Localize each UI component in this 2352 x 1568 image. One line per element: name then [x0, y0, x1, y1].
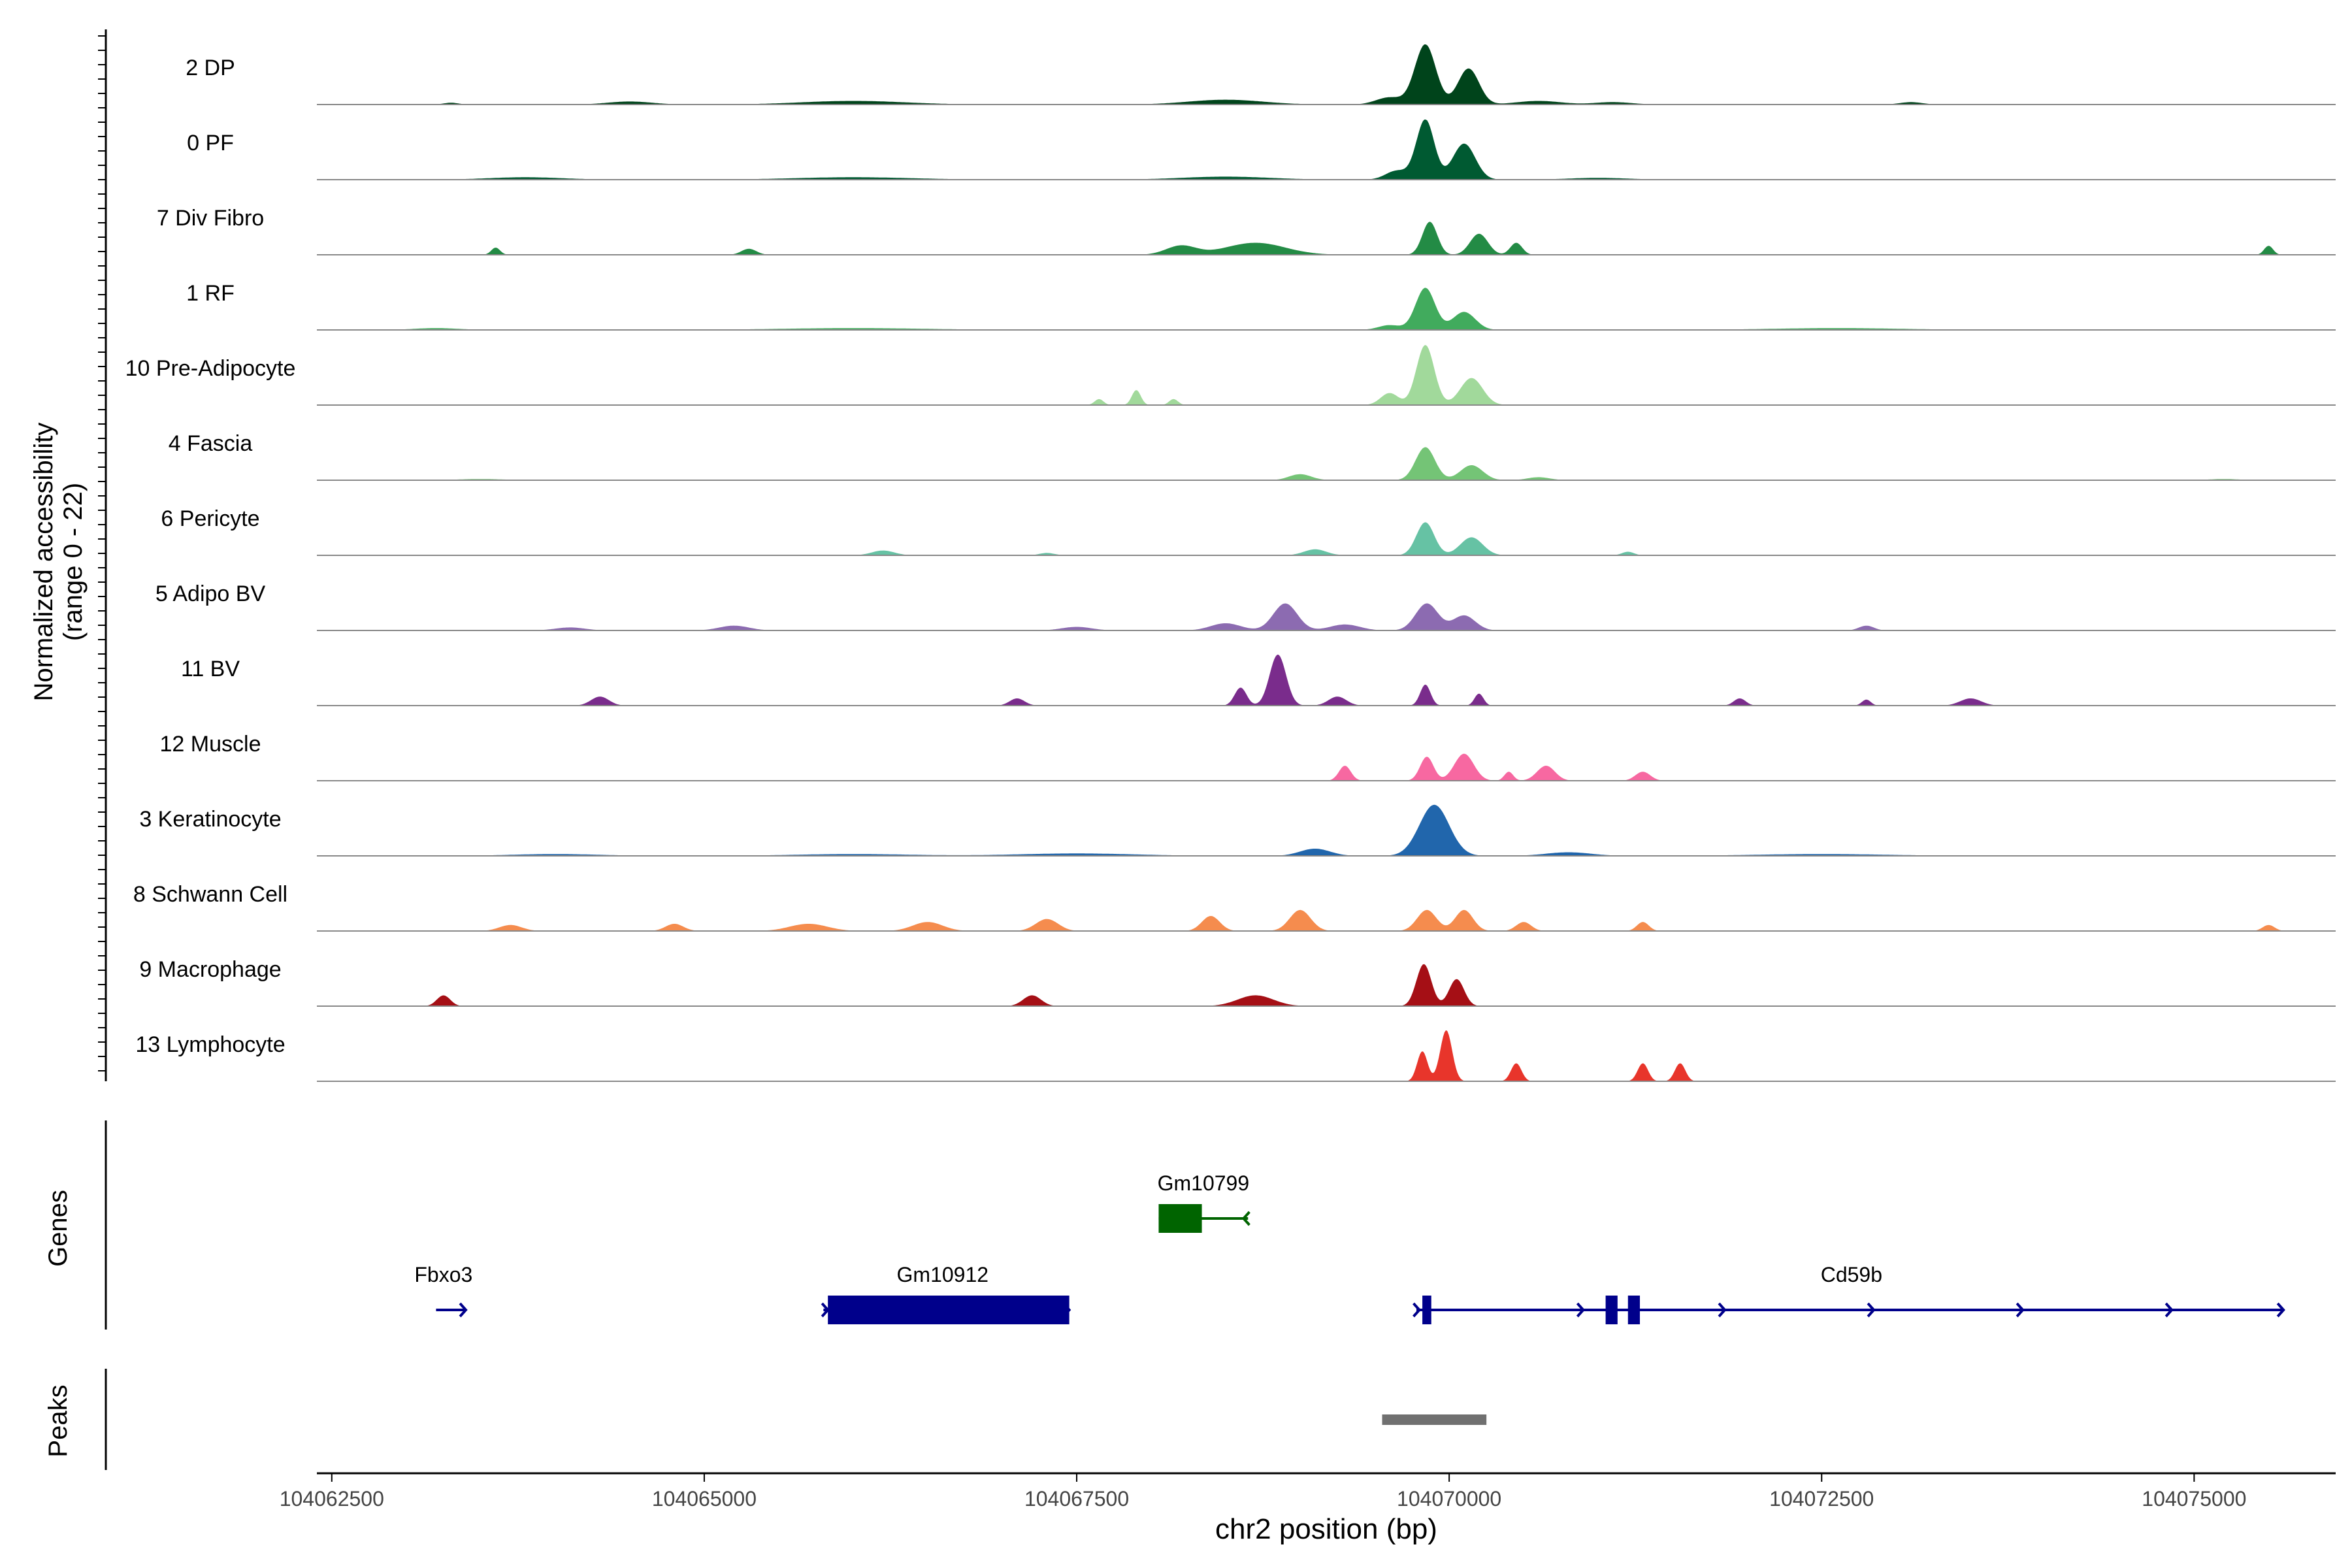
strand-arrow: [2164, 1302, 2174, 1318]
x-axis-title: chr2 position (bp): [1215, 1513, 1437, 1545]
track-label: 1 RF: [186, 281, 235, 306]
strand-arrow: [1062, 1302, 1071, 1318]
x-tick-label: 104070000: [1397, 1487, 1501, 1511]
coverage-area: [317, 447, 2336, 480]
x-tick-label: 104067500: [1024, 1487, 1129, 1511]
y-axis-label-line1: Normalized accessibility: [29, 423, 58, 702]
track-label: 12 Muscle: [160, 732, 261, 757]
coverage-area: [317, 964, 2336, 1006]
strand-arrow: [1718, 1302, 1727, 1318]
coverage-area: [317, 44, 2336, 105]
track-14: 13 Lymphocyte: [135, 1030, 2336, 1082]
strand-arrow: [1241, 1211, 1250, 1226]
track-label: 7 Div Fibro: [157, 206, 264, 231]
track-9: 11 BV: [181, 655, 2336, 706]
track-5: 10 Pre-Adipocyte: [125, 345, 2336, 406]
track-11: 3 Keratinocyte: [139, 804, 2336, 857]
coverage-area: [317, 120, 2336, 180]
track-label: 2 DP: [186, 56, 235, 80]
x-axis: 104062500 104065000 104067500 104070000 1040…: [280, 1472, 2336, 1511]
peaks-panel-label: Peaks: [44, 1384, 73, 1457]
gene-fbxo3: Fbxo3: [414, 1263, 472, 1318]
track-10: 12 Muscle: [160, 732, 2336, 781]
coverage-area: [317, 1030, 2336, 1081]
gene-label: Gm10912: [897, 1263, 989, 1286]
track-6: 4 Fascia: [169, 431, 2336, 481]
gene-label: Fbxo3: [414, 1263, 472, 1286]
coverage-area: [317, 287, 2336, 330]
coverage-area: [317, 221, 2336, 255]
y-axis-label: Normalized accessibility (range 0 - 22): [29, 423, 88, 702]
track-label: 0 PF: [187, 131, 234, 155]
track-12: 8 Schwann Cell: [133, 882, 2336, 932]
strand-arrow: [1867, 1302, 1876, 1318]
strand-arrow: [821, 1302, 830, 1318]
gene-gm10799: Gm10799: [1158, 1171, 1250, 1233]
coverage-area: [317, 753, 2336, 781]
peak-region: [1382, 1414, 1487, 1425]
strand-arrow: [459, 1302, 468, 1318]
track-7: 6 Pericyte: [161, 506, 2336, 556]
x-tick-label: 104065000: [652, 1487, 757, 1511]
gene-exon: [1422, 1296, 1431, 1324]
coverage-area: [317, 655, 2336, 706]
gene-exon: [1158, 1204, 1202, 1233]
gene-label: Gm10799: [1158, 1171, 1250, 1195]
coverage-area: [317, 603, 2336, 630]
gene-gm10912: Gm10912: [821, 1263, 1071, 1324]
y-axis-label-line2: (range 0 - 22): [59, 483, 88, 641]
genes-panel-label: Genes: [44, 1190, 73, 1267]
track-3: 7 Div Fibro: [157, 206, 2336, 255]
x-tick-label: 104072500: [1769, 1487, 1874, 1511]
track-label: 5 Adipo BV: [155, 581, 266, 606]
track-label: 8 Schwann Cell: [133, 882, 287, 907]
genes-layer: Gm10799 Fbxo3 Gm10912 Cd59b: [105, 1120, 2285, 1330]
track-label: 3 Keratinocyte: [139, 807, 281, 832]
track-label: 4 Fascia: [169, 431, 253, 456]
track-8: 5 Adipo BV: [155, 581, 2336, 631]
track-4: 1 RF: [186, 281, 2336, 331]
gene-exon: [1605, 1296, 1618, 1324]
track-2: 0 PF: [187, 120, 2336, 180]
gene-exon: [1627, 1296, 1641, 1324]
strand-arrow: [2276, 1302, 2285, 1318]
track-label: 6 Pericyte: [161, 506, 259, 531]
strand-arrow: [2016, 1302, 2025, 1318]
strand-arrow: [1576, 1302, 1586, 1318]
peaks-layer: [105, 1369, 1487, 1470]
x-tick-label: 104075000: [2142, 1487, 2246, 1511]
track-label: 10 Pre-Adipocyte: [125, 356, 296, 381]
gene-label: Cd59b: [1821, 1263, 1882, 1286]
coverage-area: [317, 345, 2336, 405]
coverage-area: [317, 909, 2336, 931]
track-13: 9 Macrophage: [139, 957, 2336, 1007]
track-label: 13 Lymphocyte: [135, 1032, 285, 1057]
gene-exon: [828, 1296, 1070, 1324]
gene-cd59b: Cd59b: [1413, 1263, 2285, 1324]
track-label: 9 Macrophage: [139, 957, 281, 982]
track-label: 11 BV: [181, 657, 240, 681]
tracks-layer: 2 DP 0 PF 7 Div Fibro 1 RF 10 Pre-Adipocyte 4…: [98, 29, 2336, 1082]
track-1: 2 DP: [186, 44, 2336, 105]
strand-arrow: [1413, 1302, 1422, 1318]
coverage-area: [317, 522, 2336, 555]
x-tick-label: 104062500: [280, 1487, 384, 1511]
coverage-area: [317, 804, 2336, 856]
